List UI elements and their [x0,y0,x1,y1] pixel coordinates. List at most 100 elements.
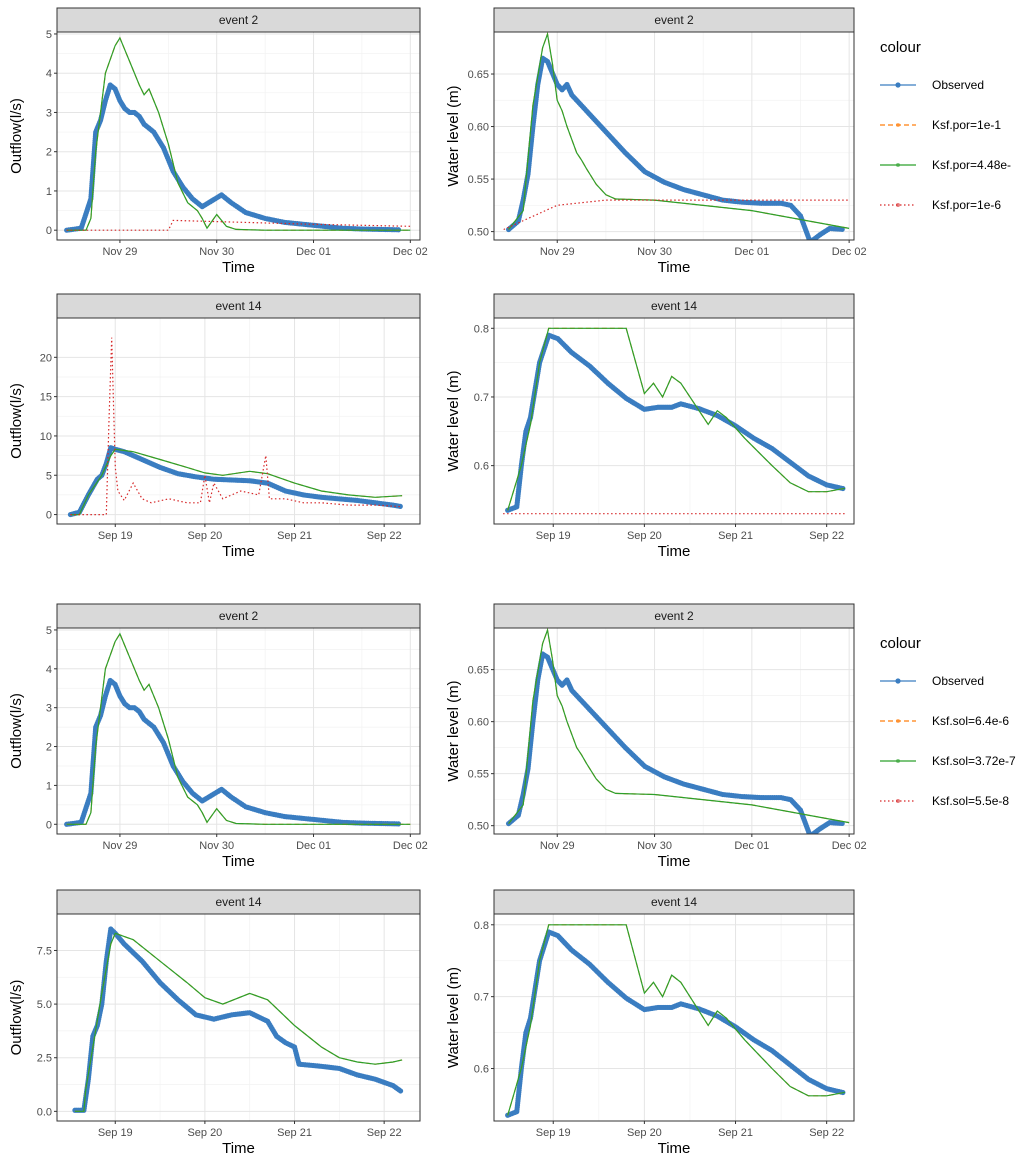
facet-strip [56,889,421,915]
facet-strip-label: event 2 [654,609,694,623]
x-tick-label: Sep 21 [277,1127,312,1139]
facet-strip-label: event 14 [651,299,697,313]
y-tick-label: 0 [46,225,52,237]
legend-item-label: Ksf.sol=3.72e-7 [932,754,1016,768]
y-axis-title: Water level (m) [445,967,462,1068]
y-tick-label: 0.50 [468,821,489,833]
x-tick-label: Dec 01 [296,840,331,852]
x-tick-label: Sep 21 [718,1127,753,1139]
x-tick-label: Nov 29 [102,840,137,852]
y-tick-label: 1 [46,186,52,198]
series-observed [505,929,846,1118]
x-axis-title: Time [222,1140,255,1157]
y-tick-label: 10 [40,431,52,443]
x-tick-label: Nov 29 [540,246,575,258]
facet-strip [56,603,421,629]
y-tick-label: 0.65 [468,665,489,677]
plot-area [57,914,420,1121]
y-tick-label: 0.6 [474,461,489,473]
legend-item-label: Ksf.por=1e-1 [932,118,1001,132]
y-tick-label: 0.6 [474,1064,489,1076]
panel-4: event 14 Sep 19 Sep 20 Sep 21 Sep 22 0.6 0.7 0.… [445,293,855,560]
legend-item-label: Ksf.sol=6.4e-6 [932,714,1009,728]
y-tick-label: 15 [40,392,52,404]
legend-key-por3 [880,203,916,207]
facet-strip [493,603,855,629]
legend-title: colour [880,635,921,652]
panel-3: event 14 Sep 19 Sep 20 Sep 21 Sep 22 0 5 10 15 20… [8,293,421,560]
x-tick-label: Sep 19 [536,1127,571,1139]
y-axis-title: Outflow(l/s) [8,383,25,459]
facet-strip [493,889,855,915]
facet-strip [56,7,421,33]
x-tick-label: Dec 01 [296,246,331,258]
x-tick-label: Dec 02 [832,840,867,852]
x-tick-label: Dec 01 [734,840,769,852]
legend-key-point [895,678,901,684]
panel-7: event 14 Sep 19 Sep 20 Sep 21 Sep 22 0.0 2.5 5.… [8,889,421,1157]
series-line-por2 [70,448,403,516]
x-tick-label: Nov 30 [199,840,234,852]
x-tick-label: Dec 01 [734,246,769,258]
series-observed [72,926,404,1113]
x-axis-title: Time [222,543,255,560]
x-tick-label: Sep 22 [809,530,844,542]
panel-border [493,317,855,525]
y-tick-label: 0.8 [474,323,489,335]
panel-border [56,317,421,525]
facet-strip-label: event 14 [651,895,697,909]
y-tick-label: 5 [46,470,52,482]
legend-item-label: Ksf.por=4.48e- [932,158,1011,172]
legend-2: colour Observed Ksf.sol=6.4e-6 Ksf.sol=3.72… [880,635,1016,808]
panel-border [493,627,855,835]
facet-strip-label: event 14 [215,895,261,909]
legend-item-label: Ksf.sol=5.5e-8 [932,794,1009,808]
y-tick-label: 2.5 [37,1053,52,1065]
x-tick-label: Sep 22 [367,1127,402,1139]
series-line-sol2 [66,632,411,825]
legend-key-point [896,759,900,763]
y-tick-label: 5 [46,29,52,41]
legend-key-por2 [880,163,916,167]
x-tick-label: Nov 29 [102,246,137,258]
facet-strip-label: event 2 [219,13,259,27]
x-tick-label: Sep 20 [187,1127,222,1139]
y-tick-label: 7.5 [37,945,52,957]
x-axis-title: Time [658,853,691,870]
y-tick-label: 5 [46,625,52,637]
panel-2: event 2 Nov 29 Nov 30 Dec 01 Dec 02 0.50 0.55 0… [445,7,867,276]
x-tick-label: Nov 30 [199,246,234,258]
observed-point [397,1088,404,1094]
series-line-sol2 [508,628,850,824]
x-axis-title: Time [222,853,255,870]
series-observed [505,651,845,834]
series-line-por3 [503,199,850,231]
x-tick-label: Sep 22 [809,1127,844,1139]
facet-strip [56,293,421,319]
y-tick-label: 2 [46,147,52,159]
x-tick-label: Dec 02 [832,246,867,258]
panel-5: event 2 Nov 29 Nov 30 Dec 01 Dec 02 0 1 2 3 4 5 Tim… [8,603,428,870]
facet-strip-label: event 2 [219,609,259,623]
legend-key-point [896,123,900,127]
plot-area [494,318,854,524]
y-axis-title: Outflow(l/s) [8,693,25,769]
series-line-sol2 [507,924,846,1116]
y-tick-label: 0.7 [474,992,489,1004]
y-tick-label: 0 [46,819,52,831]
panel-1: event 2 Nov 29 Nov 30 Dec 01 Dec 02 0 1 2 3 4 5 Tim… [8,7,428,276]
panel-6: event 2 Nov 29 Nov 30 Dec 01 Dec 02 0.50 0.55 0… [445,603,867,870]
x-tick-label: Sep 21 [718,530,753,542]
panel-border [493,913,855,1122]
y-tick-label: 0.60 [468,717,489,729]
y-tick-label: 0.55 [468,174,489,186]
y-tick-label: 0.55 [468,769,489,781]
series-observed [64,677,402,827]
x-tick-label: Sep 19 [98,1127,133,1139]
x-tick-label: Nov 30 [637,840,672,852]
y-tick-label: 3 [46,107,52,119]
series-line-por2 [66,36,411,231]
y-tick-label: 0.50 [468,227,489,239]
legend-key-sol3 [880,799,916,803]
legend-key-point [896,719,900,723]
